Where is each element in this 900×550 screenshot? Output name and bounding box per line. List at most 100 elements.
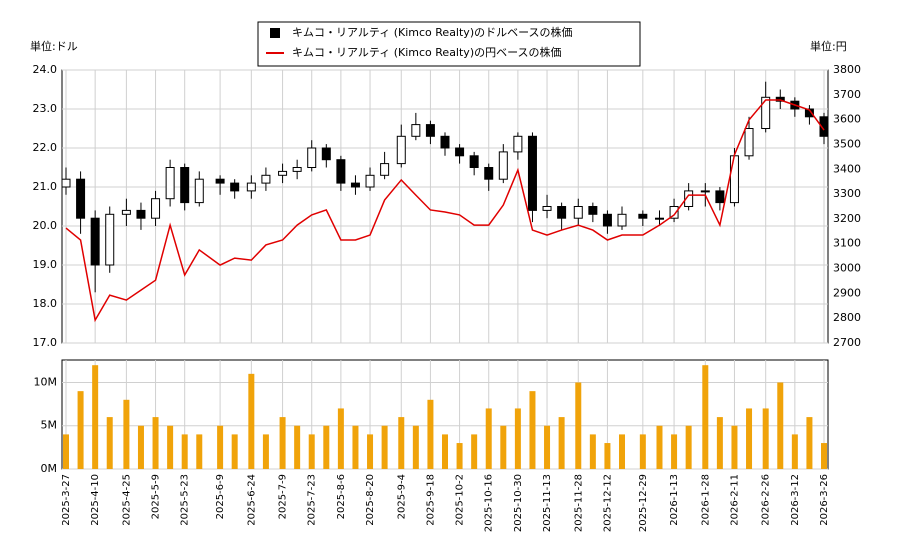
volume-bar xyxy=(746,408,753,469)
y-tick-label: 24.0 xyxy=(33,63,58,76)
volume-bar xyxy=(262,434,269,469)
candle-body xyxy=(498,151,508,180)
candle-body xyxy=(775,96,785,102)
y2-tick-label: 2900 xyxy=(833,286,861,299)
volume-bar xyxy=(500,425,507,469)
candle-body xyxy=(669,206,679,219)
y-axis-label: 単位:ドル xyxy=(30,39,78,53)
y2-tick-label: 3000 xyxy=(833,262,861,275)
candle-body xyxy=(527,135,537,211)
volume-bar xyxy=(123,399,130,469)
volume-bar xyxy=(196,434,203,469)
candle-body xyxy=(425,124,435,137)
volume-bar xyxy=(367,434,374,469)
y2-tick-label: 2800 xyxy=(833,311,861,324)
x-tick-label: 2025-7-23 xyxy=(307,474,318,526)
candle-body xyxy=(151,198,161,219)
volume-bar xyxy=(412,425,419,469)
y2-tick-label: 3200 xyxy=(833,212,861,225)
candle-body xyxy=(165,167,175,200)
candle-body xyxy=(513,135,523,153)
candle-body xyxy=(215,178,225,184)
volume-bar xyxy=(762,408,769,469)
y-tick-label: 22.0 xyxy=(33,141,58,154)
x-tick-label: 2025-10-16 xyxy=(484,474,495,532)
candle-body xyxy=(365,174,375,188)
volume-bar xyxy=(806,417,813,469)
volume-bar xyxy=(716,417,723,469)
x-tick-label: 2025-10-30 xyxy=(513,474,524,532)
candle-body xyxy=(469,155,479,169)
y2-tick-label: 3700 xyxy=(833,88,861,101)
volume-bar xyxy=(471,434,478,469)
volume-bar xyxy=(442,434,448,469)
candle-body xyxy=(292,167,302,172)
volume-bar xyxy=(279,417,286,469)
y2-tick-label: 3600 xyxy=(833,113,861,126)
volume-bar xyxy=(731,425,738,469)
x-tick-label: 2026-1-28 xyxy=(700,474,711,526)
x-tick-label: 2025-8-6 xyxy=(336,474,347,519)
volume-bar xyxy=(821,443,827,469)
volume-bar xyxy=(106,417,113,469)
legend-label: キムコ・リアルティ (Kimco Realty)の円ベースの株価 xyxy=(292,45,562,59)
y-tick-label: 0M xyxy=(41,462,58,475)
candle-body xyxy=(440,135,450,149)
y-tick-label: 23.0 xyxy=(33,102,58,115)
y-tick-label: 17.0 xyxy=(33,336,58,349)
volume-bar xyxy=(656,425,663,469)
candle-body xyxy=(261,174,271,184)
volume-bar xyxy=(181,434,188,469)
candle-body xyxy=(819,116,829,137)
volume-bar xyxy=(337,408,344,469)
candle-body xyxy=(729,155,739,204)
x-tick-label: 2025-7-9 xyxy=(278,474,289,519)
y-tick-label: 5M xyxy=(41,419,58,432)
volume-bar xyxy=(248,373,255,469)
candle-body xyxy=(194,178,204,204)
x-tick-label: 2025-8-20 xyxy=(365,474,376,526)
x-tick-label: 2025-6-24 xyxy=(246,474,257,526)
candle-body xyxy=(180,167,190,204)
volume-bar xyxy=(639,434,646,469)
volume-bar xyxy=(777,382,784,469)
legend-swatch xyxy=(270,28,280,38)
volume-bar xyxy=(529,391,536,469)
y2-tick-label: 3500 xyxy=(833,137,861,150)
candle-body xyxy=(700,190,710,193)
candle-body xyxy=(542,206,552,211)
y-tick-label: 20.0 xyxy=(33,219,58,232)
x-tick-label: 2025-5-23 xyxy=(180,474,191,526)
volume-bar xyxy=(671,434,678,469)
volume-bar xyxy=(352,425,359,469)
volume-bar xyxy=(398,417,405,469)
volume-bar xyxy=(558,417,565,469)
x-tick-label: 2025-12-29 xyxy=(638,474,649,532)
volume-bar xyxy=(231,434,238,469)
volume-bar xyxy=(77,391,84,469)
candle-body xyxy=(761,96,771,130)
volume-bar xyxy=(702,365,709,469)
x-tick-label: 2026-2-11 xyxy=(729,474,740,526)
volume-bar xyxy=(308,434,315,469)
x-tick-label: 2025-6-9 xyxy=(215,474,226,519)
y2-tick-label: 3400 xyxy=(833,162,861,175)
volume-bar xyxy=(575,382,582,469)
candle-body xyxy=(230,182,240,192)
volume-bar xyxy=(514,408,521,469)
volume-bar xyxy=(456,443,463,469)
candle-body xyxy=(90,217,100,266)
volume-bar xyxy=(167,425,174,469)
candle-body xyxy=(638,213,648,219)
y2-tick-label: 3300 xyxy=(833,187,861,200)
candle-body xyxy=(61,178,71,188)
volume-bar xyxy=(381,425,388,469)
y2-tick-label: 3100 xyxy=(833,237,861,250)
candle-body xyxy=(136,209,146,219)
x-tick-label: 2026-3-26 xyxy=(819,474,830,526)
x-tick-label: 2025-4-25 xyxy=(121,474,132,526)
y2-tick-label: 3800 xyxy=(833,63,861,76)
candle-body xyxy=(654,217,664,220)
x-tick-label: 2025-9-18 xyxy=(425,474,436,526)
